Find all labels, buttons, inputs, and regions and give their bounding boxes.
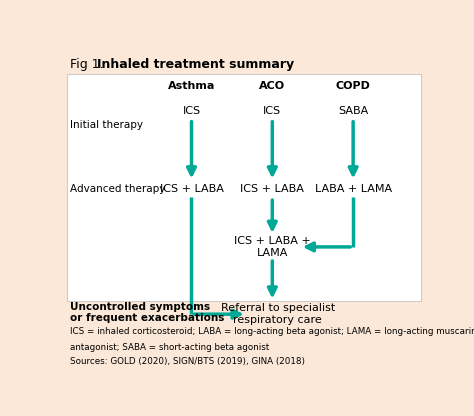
Text: Advanced therapy: Advanced therapy — [70, 184, 165, 194]
Text: ICS: ICS — [182, 106, 201, 116]
Text: ICS + LABA +
LAMA: ICS + LABA + LAMA — [234, 236, 310, 258]
Text: ICS + LABA: ICS + LABA — [160, 184, 223, 194]
Text: Uncontrolled symptoms
or frequent exacerbations: Uncontrolled symptoms or frequent exacer… — [70, 302, 225, 323]
Text: ICS = inhaled corticosteroid; LABA = long-acting beta agonist; LAMA = long-actin: ICS = inhaled corticosteroid; LABA = lon… — [70, 327, 474, 336]
Text: ICS: ICS — [263, 106, 282, 116]
Text: ICS + LABA: ICS + LABA — [240, 184, 304, 194]
Text: Fig 1.: Fig 1. — [70, 58, 108, 71]
Text: Sources: GOLD (2020), SIGN/BTS (2019), GINA (2018): Sources: GOLD (2020), SIGN/BTS (2019), G… — [70, 357, 305, 366]
FancyBboxPatch shape — [66, 74, 421, 301]
Text: Referral to specialist
respiratory care: Referral to specialist respiratory care — [221, 303, 335, 325]
Text: Asthma: Asthma — [168, 81, 215, 91]
Text: antagonist; SABA = short-acting beta agonist: antagonist; SABA = short-acting beta ago… — [70, 343, 270, 352]
Text: Inhaled treatment summary: Inhaled treatment summary — [97, 58, 294, 71]
Text: COPD: COPD — [336, 81, 371, 91]
Text: ACO: ACO — [259, 81, 285, 91]
Text: LABA + LAMA: LABA + LAMA — [315, 184, 392, 194]
Text: SABA: SABA — [338, 106, 368, 116]
Text: Initial therapy: Initial therapy — [70, 120, 143, 130]
